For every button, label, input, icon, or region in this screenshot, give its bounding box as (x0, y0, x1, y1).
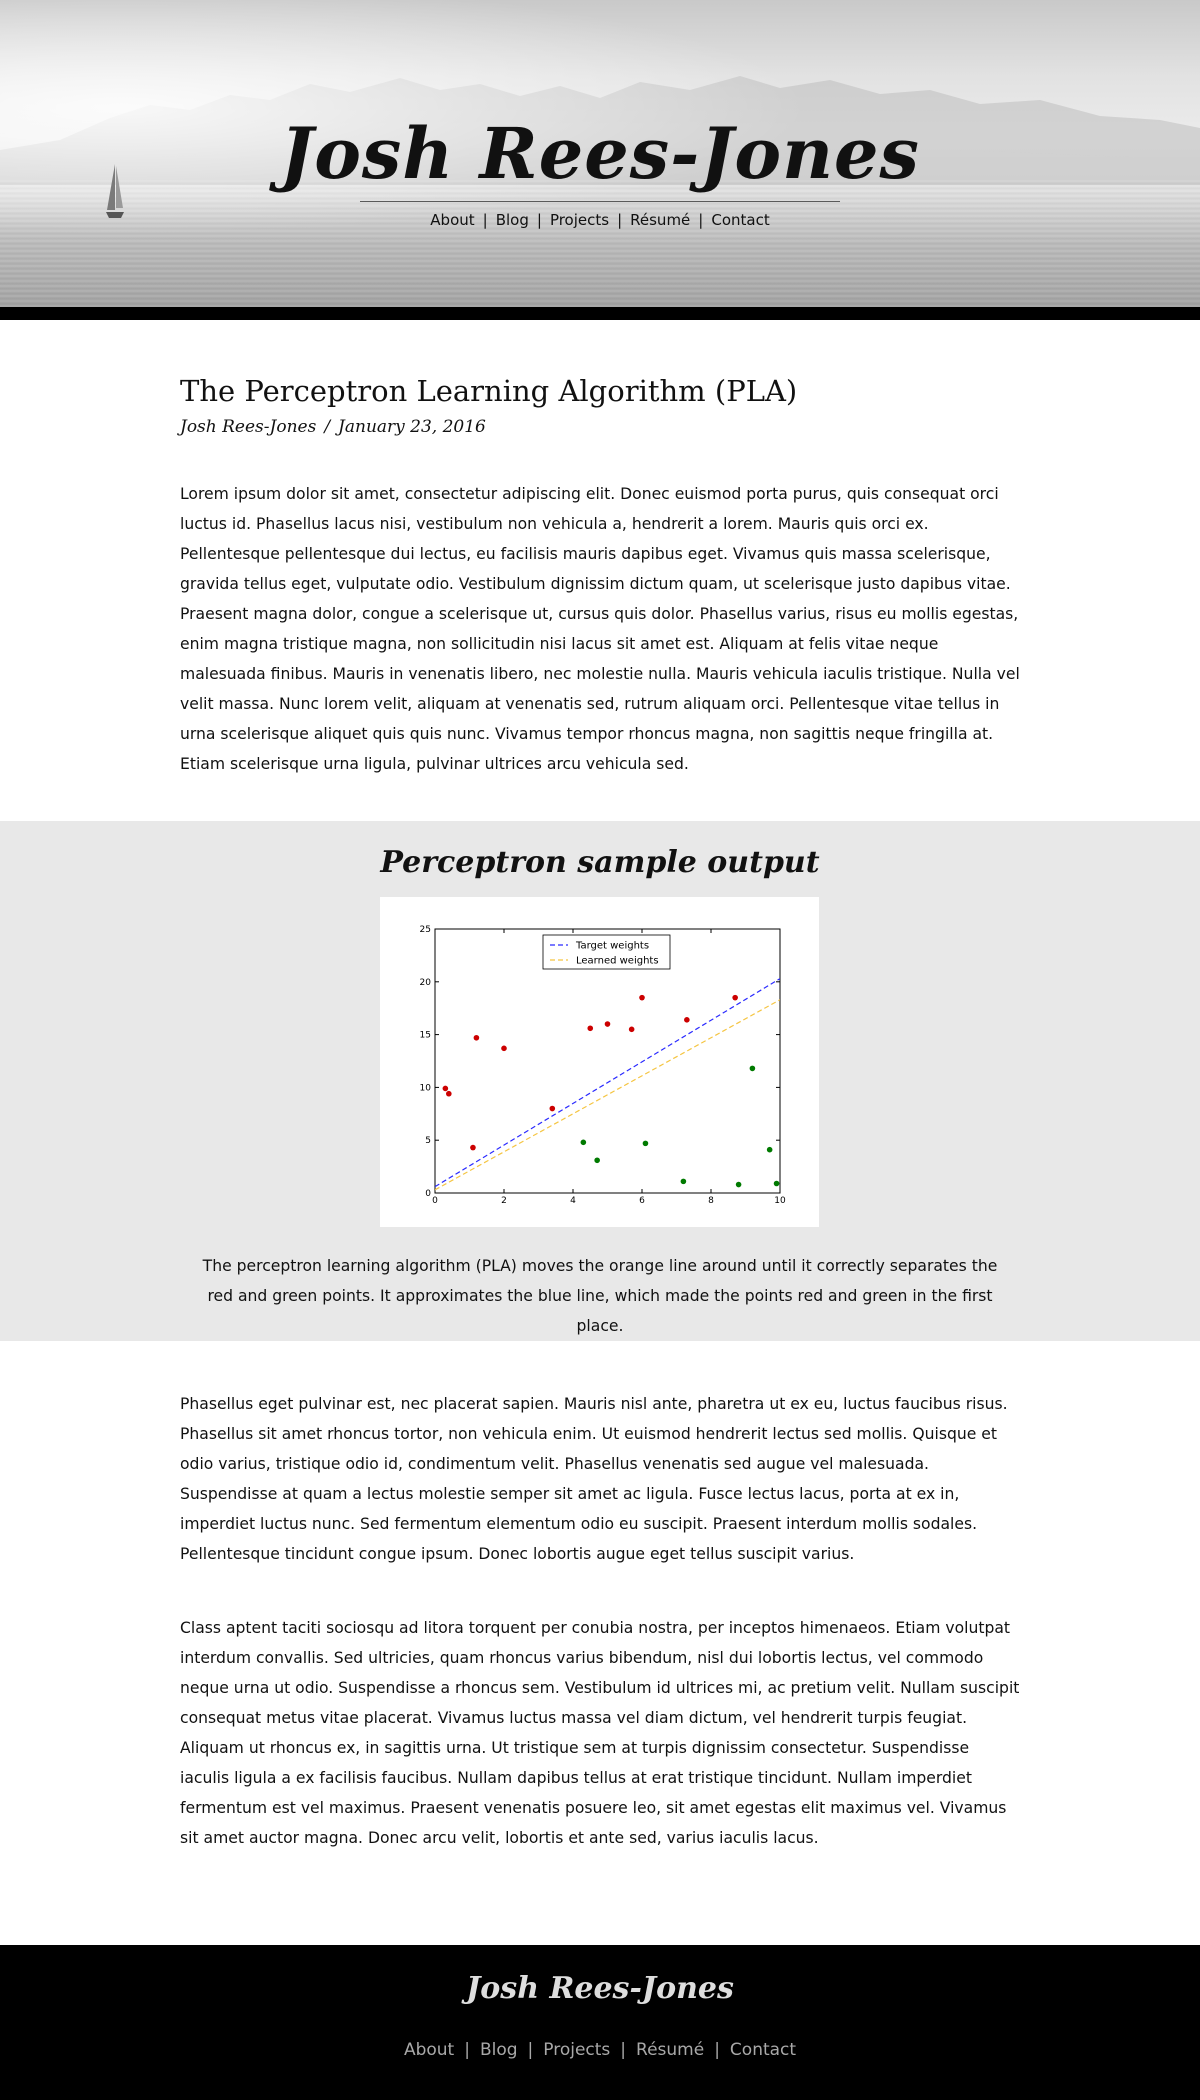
green-point (766, 1146, 773, 1153)
red-point (446, 1090, 452, 1097)
green-point (749, 1065, 756, 1071)
y-tick-label: 0 (425, 1189, 431, 1199)
nav-separator: | (536, 211, 542, 229)
red-point (473, 1034, 480, 1041)
nav-separator: | (482, 211, 488, 229)
header-bottom-bar (0, 307, 1200, 320)
site-footer: Josh Rees-Jones About | Blog | Projects | Résu… (0, 1945, 1200, 2100)
sailboat-icon (106, 164, 124, 218)
footer-link-blog[interactable]: Blog (479, 2040, 518, 2060)
nav-link-blog[interactable]: Blog (495, 211, 529, 229)
green-point (680, 1178, 687, 1184)
y-tick-label: 20 (420, 978, 432, 988)
post-date: January 23, 2016 (338, 416, 486, 437)
red-point (501, 1045, 507, 1051)
green-point (773, 1180, 780, 1187)
red-point (732, 994, 738, 1001)
post-paragraph-1: Lorem ipsum dolor sit amet, consectetur … (180, 484, 1020, 773)
red-point (587, 1025, 594, 1031)
nav-link-contact[interactable]: Contact (711, 211, 770, 229)
y-tick-label: 25 (420, 925, 431, 935)
red-point (684, 1016, 690, 1023)
post-content: The Perceptron Learning Algorithm (PLA) … (0, 374, 1200, 1853)
nav-link-resume[interactable]: Résumé (630, 211, 691, 229)
post-paragraph-3: Class aptent taciti sociosqu ad litora t… (180, 1618, 1020, 1847)
nav-link-projects[interactable]: Projects (549, 211, 610, 229)
figure-title: Perceptron sample output (380, 844, 820, 880)
x-tick-label: 2 (501, 1196, 507, 1206)
post-author: Josh Rees-Jones (180, 416, 317, 437)
figure-caption: The perceptron learning algorithm (PLA) … (202, 1256, 998, 1335)
footer-navigation: About | Blog | Projects | Résumé | Contact (0, 2040, 1200, 2060)
x-tick-label: 10 (774, 1196, 786, 1206)
post-meta: Josh Rees-Jones / January 23, 2016 (180, 417, 1020, 437)
site-title[interactable]: Josh Rees-Jones (280, 112, 920, 195)
x-tick-label: 6 (639, 1196, 645, 1206)
green-point (735, 1181, 742, 1188)
title-divider (360, 201, 840, 202)
top-navigation: About | Blog | Projects | Résumé | Contact (0, 211, 1200, 229)
nav-link-about[interactable]: About (430, 211, 475, 229)
mist-overlay (0, 0, 1200, 307)
red-point (604, 1021, 611, 1027)
footer-link-about[interactable]: About (403, 2040, 455, 2060)
y-tick-label: 5 (425, 1136, 431, 1146)
footer-site-title[interactable]: Josh Rees-Jones (466, 1971, 734, 2006)
chart-legend (542, 934, 671, 970)
chart-container: 0 2 4 6 8 10 0 5 10 15 20 25 Target weights Learned w… (380, 896, 819, 1227)
nav-separator: | (714, 2040, 720, 2060)
legend-label-learned: Learned weights (576, 955, 659, 966)
footer-link-resume[interactable]: Résumé (636, 2040, 705, 2060)
y-tick-label: 15 (420, 1030, 431, 1040)
meta-separator: / (324, 416, 331, 437)
footer-link-projects[interactable]: Projects (543, 2040, 611, 2060)
legend-label-target: Target weights (575, 940, 649, 951)
learned-weights-line (435, 999, 780, 1191)
nav-separator: | (527, 2040, 534, 2060)
nav-separator: | (620, 2040, 627, 2060)
red-point (639, 994, 645, 1001)
green-point (642, 1140, 649, 1146)
post-paragraph-2: Phasellus eget pulvinar est, nec placera… (180, 1394, 1008, 1563)
perceptron-chart: 0 2 4 6 8 10 0 5 10 15 20 25 Target weights Learned w… (420, 925, 786, 1206)
x-tick-label: 8 (708, 1196, 714, 1206)
red-point (549, 1105, 556, 1112)
target-weights-line (435, 977, 780, 1187)
green-point (580, 1139, 587, 1145)
y-tick-label: 10 (420, 1083, 432, 1093)
green-point (594, 1157, 600, 1163)
red-point (470, 1144, 476, 1151)
nav-separator: | (464, 2040, 470, 2060)
figure-section: Perceptron sample output 0 2 4 6 8 10 0 5 10 15 20… (0, 820, 1200, 1341)
post-title: The Perceptron Learning Algorithm (PLA) (180, 374, 798, 408)
red-point (628, 1026, 635, 1032)
nav-separator: | (617, 211, 623, 229)
footer-link-contact[interactable]: Contact (729, 2040, 797, 2060)
plot-area (434, 928, 781, 1194)
site-header: Josh Rees-Jones About | Blog | Projects | Résu… (0, 0, 1200, 307)
x-tick-label: 4 (570, 1196, 576, 1206)
nav-separator: | (698, 211, 704, 229)
x-tick-label: 0 (432, 1196, 438, 1206)
red-point (442, 1085, 449, 1092)
